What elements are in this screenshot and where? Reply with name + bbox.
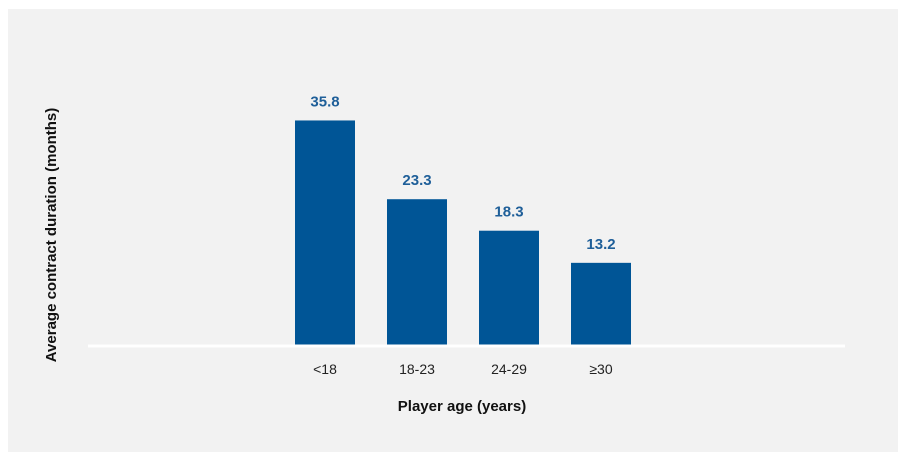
bar-3 bbox=[479, 230, 539, 346]
bar-1 bbox=[295, 120, 355, 347]
chart-background bbox=[8, 9, 898, 452]
bar-2 bbox=[387, 199, 447, 346]
bars-group bbox=[295, 120, 631, 347]
value-label-1: 35.8 bbox=[310, 93, 339, 110]
y-axis-title: Average contract duration (months) bbox=[43, 108, 60, 362]
bar-4 bbox=[571, 262, 631, 346]
x-tick-label-3: 24-29 bbox=[491, 361, 527, 377]
x-tick-label-1: <18 bbox=[313, 361, 337, 377]
x-axis-title: Player age (years) bbox=[398, 398, 526, 415]
value-label-3: 18.3 bbox=[494, 204, 523, 221]
x-tick-label-2: 18-23 bbox=[399, 361, 435, 377]
value-label-2: 23.3 bbox=[402, 172, 431, 189]
value-labels-group: 35.8 23.3 18.3 13.2 bbox=[310, 93, 615, 252]
x-tick-label-4: ≥30 bbox=[589, 361, 612, 377]
x-tick-labels-group: <18 18-23 24-29 ≥30 bbox=[313, 361, 613, 377]
value-label-4: 13.2 bbox=[586, 236, 615, 253]
